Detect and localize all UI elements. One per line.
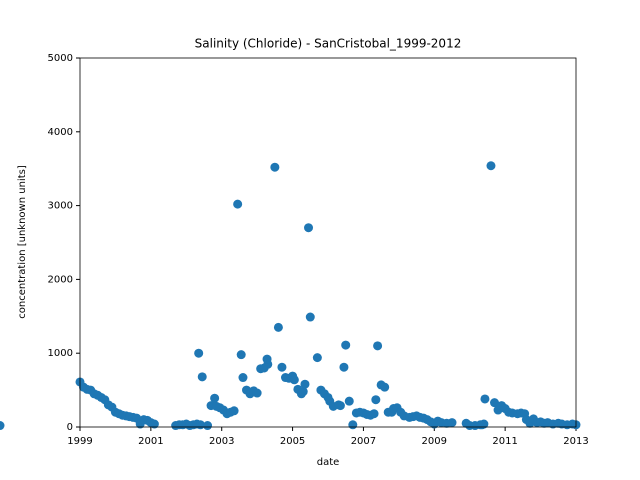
y-axis-label: concentration [unknown units] — [17, 165, 28, 319]
point — [447, 418, 457, 428]
point — [341, 340, 351, 350]
y-tick-label: 5000 — [48, 53, 73, 64]
point — [373, 341, 383, 351]
y-tick-label: 0 — [67, 422, 73, 433]
point — [149, 419, 159, 429]
point — [339, 362, 349, 372]
point — [252, 388, 262, 398]
point — [210, 393, 220, 403]
point — [344, 396, 354, 406]
point — [236, 350, 246, 360]
point — [348, 420, 358, 430]
point — [197, 372, 207, 382]
point — [298, 387, 308, 397]
x-tick-label: 2005 — [280, 436, 305, 447]
point — [490, 398, 500, 408]
point — [238, 373, 248, 383]
x-tick-label: 2003 — [209, 436, 234, 447]
chart-title: Salinity (Chloride) - SanCristobal_1999-… — [195, 37, 462, 51]
y-tick-label: 2000 — [48, 274, 73, 285]
point — [486, 161, 496, 171]
plot-frame — [79, 57, 577, 428]
point — [371, 395, 381, 405]
point — [335, 401, 345, 411]
point — [262, 354, 272, 364]
x-tick-label: 2001 — [138, 436, 163, 447]
point — [312, 353, 322, 363]
x-axis-label: date — [317, 457, 340, 468]
point — [289, 375, 299, 385]
point — [194, 348, 204, 358]
point — [203, 421, 213, 431]
point — [229, 406, 239, 416]
point — [270, 162, 280, 172]
x-tick-label: 2013 — [563, 436, 588, 447]
point — [305, 312, 315, 322]
point — [480, 394, 490, 404]
point — [277, 362, 287, 372]
point — [233, 199, 243, 209]
point — [273, 322, 283, 332]
y-tick-label: 3000 — [48, 201, 73, 212]
point — [380, 382, 390, 392]
x-tick-label: 2009 — [422, 436, 447, 447]
y-tick-label: 1000 — [48, 348, 73, 359]
x-tick-label: 1999 — [67, 436, 92, 447]
point — [0, 421, 5, 431]
point — [300, 379, 310, 389]
y-tick-label: 4000 — [48, 127, 73, 138]
point — [477, 420, 487, 430]
x-tick-label: 2007 — [351, 436, 376, 447]
point — [369, 409, 379, 419]
point — [304, 223, 314, 233]
x-tick-label: 2011 — [492, 436, 517, 447]
